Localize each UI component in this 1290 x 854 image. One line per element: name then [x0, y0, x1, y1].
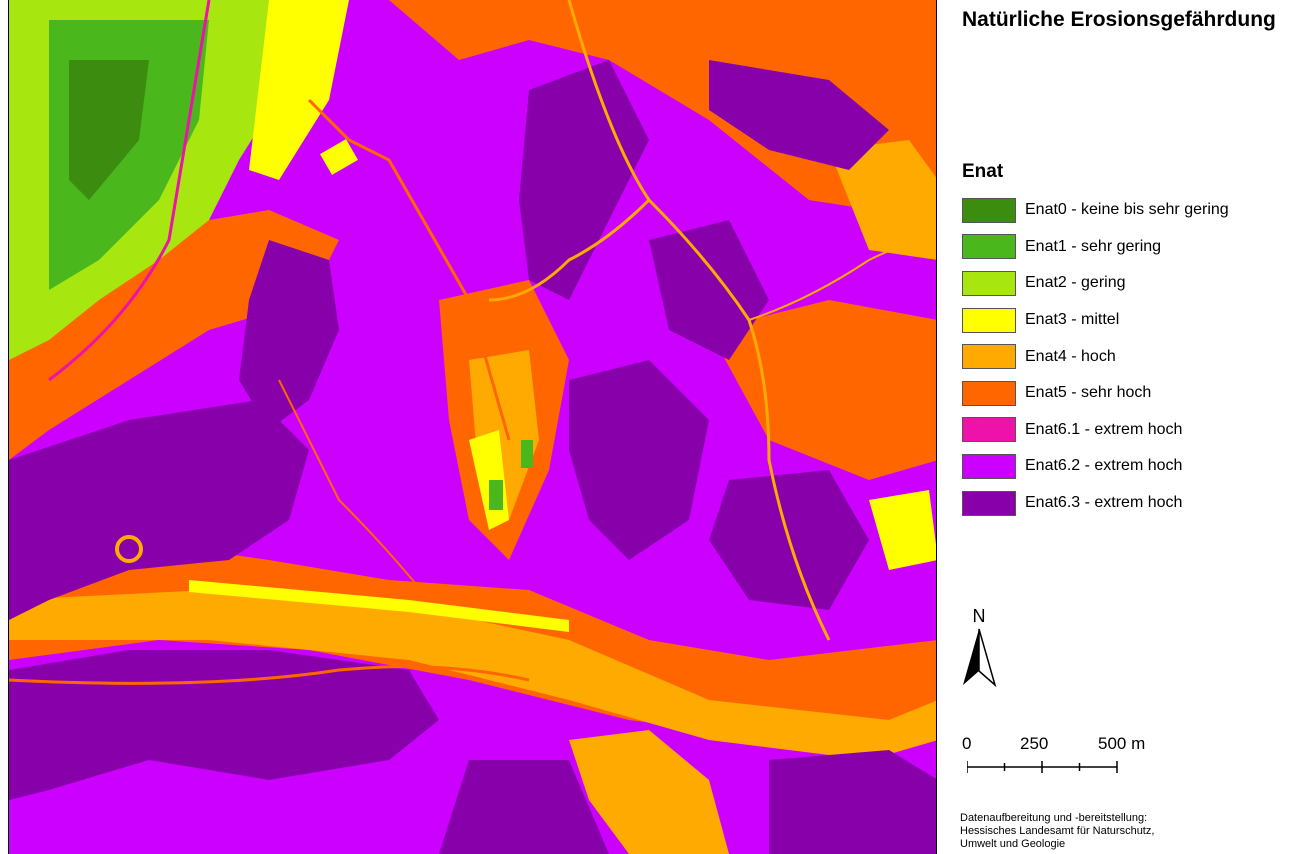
- scale-label-500: 500 m: [1098, 734, 1146, 753]
- map-title: Natürliche Erosionsgefährdung: [962, 8, 1276, 31]
- legend-panel: Natürliche Erosionsgefährdung Enat Enat0…: [937, 0, 1290, 854]
- legend-swatch: [962, 417, 1016, 443]
- north-letter: N: [972, 606, 986, 626]
- legend-item: Enat6.2 - extrem hoch: [962, 448, 1229, 485]
- legend-label: Enat1 - sehr gering: [1025, 237, 1162, 255]
- legend-item: Enat6.3 - extrem hoch: [962, 485, 1229, 522]
- legend-item: Enat4 - hoch: [962, 338, 1229, 375]
- erosion-raster: [9, 0, 936, 854]
- legend-label: Enat6.1 - extrem hoch: [1025, 420, 1183, 438]
- scale-bar: 0 250 500 m: [962, 734, 1162, 778]
- legend-label: Enat3 - mittel: [1025, 311, 1120, 329]
- legend-label: Enat5 - sehr hoch: [1025, 384, 1152, 402]
- legend-item: Enat6.1 - extrem hoch: [962, 412, 1229, 449]
- legend-swatch: [962, 453, 1016, 479]
- data-credits: Datenaufbereitung und -bereitstellung: H…: [960, 812, 1280, 851]
- legend-item: Enat1 - sehr gering: [962, 229, 1229, 266]
- legend-label: Enat4 - hoch: [1025, 347, 1116, 365]
- legend-item: Enat3 - mittel: [962, 302, 1229, 339]
- legend-swatch: [962, 490, 1016, 516]
- legend-swatch: [962, 234, 1016, 260]
- legend-swatch: [962, 307, 1016, 333]
- north-arrow: N: [959, 606, 999, 692]
- legend-item: Enat5 - sehr hoch: [962, 375, 1229, 412]
- credits-line: Hessisches Landesamt für Naturschutz,: [960, 825, 1155, 837]
- north-arrow-icon: [963, 628, 997, 688]
- legend-label: Enat0 - keine bis sehr gering: [1025, 201, 1229, 219]
- legend-item: Enat0 - keine bis sehr gering: [962, 192, 1229, 229]
- legend-label: Enat6.3 - extrem hoch: [1025, 494, 1183, 512]
- legend-item: Enat2 - gering: [962, 265, 1229, 302]
- credits-line: Umwelt und Geologie: [960, 838, 1066, 850]
- legend-swatch: [962, 197, 1016, 223]
- credits-line: Datenaufbereitung und -bereitstellung:: [960, 812, 1148, 824]
- erosion-map[interactable]: [8, 0, 937, 854]
- legend-heading: Enat: [962, 161, 1004, 182]
- legend-swatch: [962, 270, 1016, 296]
- legend-label: Enat2 - gering: [1025, 274, 1126, 292]
- scale-bar-line: [967, 761, 1118, 773]
- scale-label-250: 250: [1020, 734, 1049, 753]
- legend-swatch: [962, 380, 1016, 406]
- scale-label-0: 0: [962, 734, 972, 753]
- legend-swatch: [962, 344, 1016, 370]
- legend-label: Enat6.2 - extrem hoch: [1025, 457, 1183, 475]
- legend-list: Enat0 - keine bis sehr gering Enat1 - se…: [962, 192, 1229, 521]
